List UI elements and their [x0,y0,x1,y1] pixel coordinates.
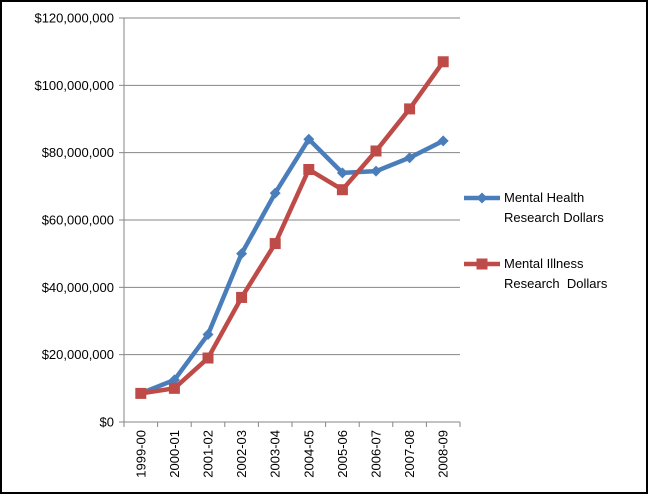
x-tick-label-2: 2001-02 [201,430,216,478]
series-0-point-2 [202,328,214,340]
legend-label-1-line-0: Mental Illness [504,256,584,271]
series-0-point-6 [336,167,348,179]
y-tick-label-4: $80,000,000 [42,145,114,160]
series-1-point-4 [269,238,281,250]
series-line-0 [138,136,446,396]
series-1-point-1 [168,382,180,394]
legend: Mental Health Research Dollars Mental Illn… [464,190,608,291]
series-1-point-6 [336,184,348,196]
series-1-point-0 [135,387,147,399]
series-1-point-3 [236,291,248,303]
x-tick-label-9: 2008-09 [436,430,451,478]
series-0-point-8 [404,152,416,164]
series-0-point-9 [437,135,449,147]
legend-label-0-line-1: Research Dollars [504,210,604,225]
axes: $0 $20,000,000 $40,000,000 $60,000,000 $80,0… [34,11,461,478]
x-tick-label-6: 2005-06 [335,430,350,478]
series-0-point-5 [303,133,315,145]
x-tick-label-4: 2003-04 [268,430,283,478]
y-tick-label-0: $0 [100,415,114,430]
gridlines [124,17,460,356]
series-1-point-5 [303,164,315,175]
x-tick-label-3: 2002-03 [234,430,249,478]
x-tick-label-5: 2004-05 [301,430,316,478]
series-line-1 [138,59,446,396]
y-tick-label-1: $20,000,000 [42,347,114,362]
x-tick-label-7: 2006-07 [369,430,384,478]
legend-marker-1 [476,258,488,270]
series-0-point-7 [370,165,382,177]
series-1-point-8 [404,103,416,115]
x-tick-label-8: 2007-08 [402,430,417,478]
series-1-point-7 [370,145,382,157]
series-0-point-3 [236,248,248,260]
series-1-point-2 [202,352,214,364]
y-tick-label-5: $100,000,000 [34,78,114,93]
series-1-point-9 [437,56,449,68]
legend-label-0-line-0: Mental Health [504,190,584,205]
y-tick-label-6: $120,000,000 [34,11,114,26]
x-tick-label-0: 1999-00 [133,430,148,478]
series [135,56,449,399]
y-tick-label-2: $40,000,000 [42,280,114,295]
legend-label-1-line-1: Research Dollars [504,276,608,291]
series-0-point-4 [269,187,281,199]
series-0-point-1 [168,374,180,386]
y-tick-label-3: $60,000,000 [42,213,114,228]
x-tick-label-1: 2000-01 [167,430,182,478]
legend-marker-0 [476,192,488,204]
